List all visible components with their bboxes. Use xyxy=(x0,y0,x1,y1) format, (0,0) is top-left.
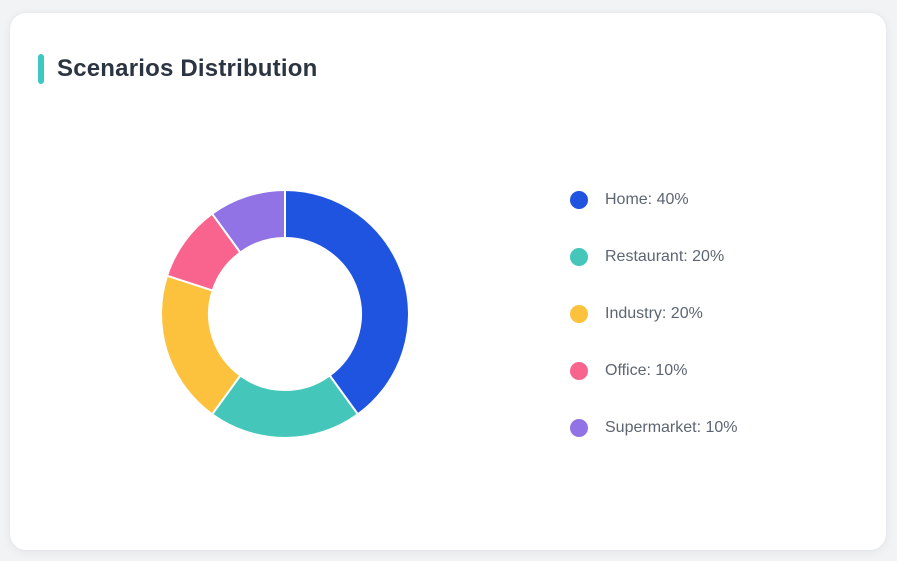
legend-label: Supermarket: 10% xyxy=(605,419,738,436)
legend-label: Office: 10% xyxy=(605,362,688,379)
legend-item-office[interactable]: Office: 10% xyxy=(570,359,738,383)
legend-item-supermarket[interactable]: Supermarket: 10% xyxy=(570,416,738,440)
legend-dot-supermarket xyxy=(570,419,588,437)
page-title: Scenarios Distribution xyxy=(57,55,318,82)
chart-legend: Home: 40% Restaurant: 20% Industry: 20% Off… xyxy=(570,188,738,440)
legend-dot-industry xyxy=(570,305,588,323)
legend-dot-office xyxy=(570,362,588,380)
legend-label: Restaurant: 20% xyxy=(605,248,725,265)
title-accent-bar xyxy=(38,54,44,84)
legend-item-restaurant[interactable]: Restaurant: 20% xyxy=(570,245,738,269)
donut-segment-supermarket[interactable] xyxy=(211,189,286,254)
legend-item-home[interactable]: Home: 40% xyxy=(570,188,738,212)
card-header: Scenarios Distribution xyxy=(38,54,317,84)
donut-segment-industry[interactable] xyxy=(160,274,242,416)
donut-chart xyxy=(160,189,410,439)
legend-dot-home xyxy=(570,191,588,209)
donut-chart-container xyxy=(160,189,410,439)
legend-label: Industry: 20% xyxy=(605,305,703,322)
legend-item-industry[interactable]: Industry: 20% xyxy=(570,302,738,326)
legend-dot-restaurant xyxy=(570,248,588,266)
scenarios-distribution-card: Scenarios Distribution Home: 40% Restaura… xyxy=(10,13,886,550)
donut-segment-home[interactable] xyxy=(284,189,410,416)
legend-label: Home: 40% xyxy=(605,191,689,208)
